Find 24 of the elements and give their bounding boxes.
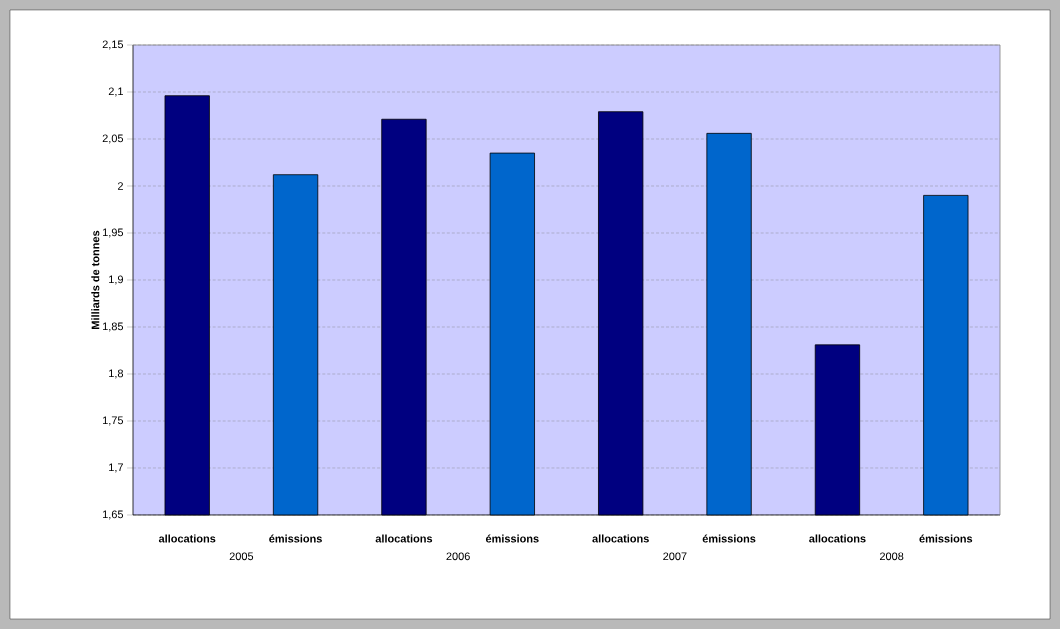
x-tick-label: allocations [158, 534, 216, 543]
text: 2005 [229, 552, 254, 561]
text: 2008 [879, 552, 904, 561]
x-tick-label: allocations [375, 534, 433, 543]
y-tick-label: 2 [117, 182, 123, 190]
y-tick-label: 1,85 [103, 322, 124, 332]
x-tick-label: émissions [485, 534, 539, 543]
x-tick-label: émissions [269, 534, 322, 543]
y-tick-label: 1,65 [103, 510, 124, 520]
x-tick-label: émissions [919, 534, 973, 543]
text: 2007 [663, 552, 687, 561]
y-tick-label: 1,8 [109, 369, 124, 379]
y-tick-label: 1,75 [103, 416, 124, 426]
x-tick-label: allocations [592, 534, 649, 543]
x-tick-label: émissions [702, 534, 756, 543]
y-axis-title: Milliards de tonnes [91, 230, 100, 329]
text: 2006 [446, 552, 470, 561]
y-tick-label: 1,95 [103, 228, 124, 238]
y-tick-label: 2,1 [108, 87, 123, 97]
y-tick-label: 2,05 [102, 134, 124, 144]
y-tick-label: 1,9 [109, 275, 123, 285]
x-tick-label: allocations [809, 534, 866, 543]
y-tick-label: 1,7 [109, 463, 123, 473]
y-tick-label: 2,15 [102, 40, 124, 50]
